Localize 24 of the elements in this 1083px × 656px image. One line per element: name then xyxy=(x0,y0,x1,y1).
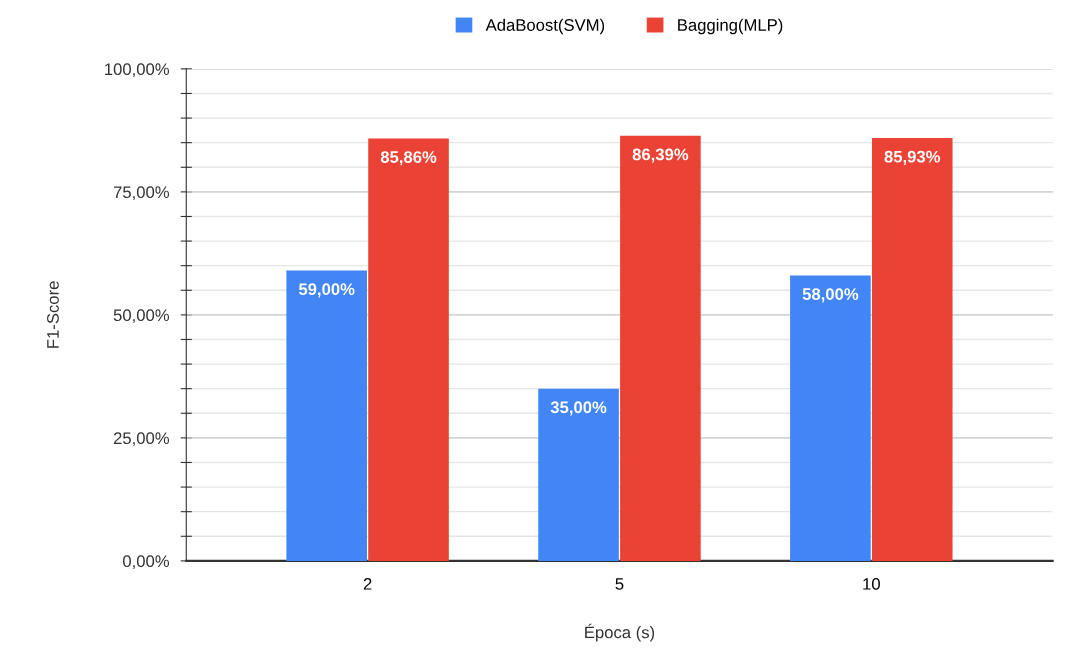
data-label: 86,39% xyxy=(632,148,689,163)
data-label: 59,00% xyxy=(298,283,355,298)
bar xyxy=(538,388,619,561)
x-tick-label: 2 xyxy=(363,577,372,590)
y-tick-label: 75,00% xyxy=(113,186,170,201)
data-label: 85,93% xyxy=(884,150,941,165)
data-label: 35,00% xyxy=(550,401,607,416)
x-tick-label: 10 xyxy=(863,577,880,590)
bar xyxy=(871,138,953,561)
bar xyxy=(286,270,367,561)
bar xyxy=(620,135,701,561)
legend-label: AdaBoost(SVM) xyxy=(485,18,605,35)
data-label: 58,00% xyxy=(802,288,859,303)
legend-label: Bagging(MLP) xyxy=(678,18,783,35)
y-tick-label: 25,00% xyxy=(113,432,170,447)
bar xyxy=(368,138,449,561)
x-tick-label: 5 xyxy=(615,578,624,590)
x-axis-title: Época (s) xyxy=(585,623,655,642)
y-tick-label: 100,00% xyxy=(105,63,170,78)
y-tick-label: 50,00% xyxy=(113,309,170,324)
y-tick-label: 0,00% xyxy=(123,555,170,570)
bar xyxy=(790,275,871,561)
y-axis-title: F1-Score xyxy=(47,281,59,348)
data-label: 85,86% xyxy=(380,151,437,166)
